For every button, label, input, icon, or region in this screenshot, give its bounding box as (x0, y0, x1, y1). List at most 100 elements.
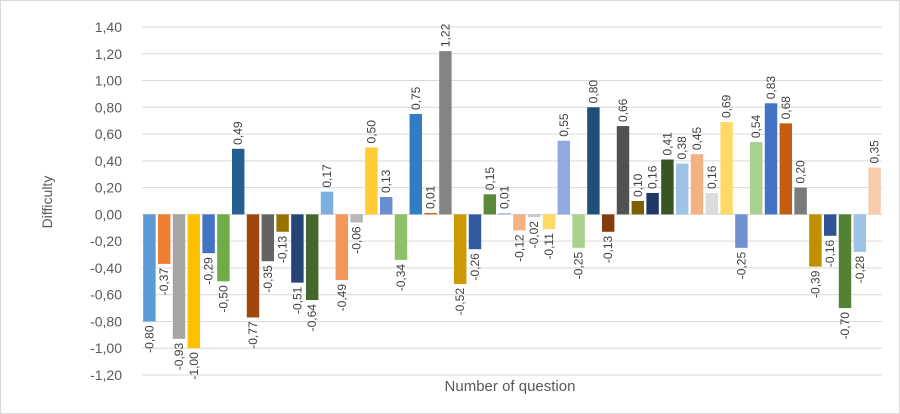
bar (809, 214, 822, 267)
data-label: 0,10 (631, 173, 645, 197)
data-label: -1,00 (187, 352, 201, 380)
bar (261, 214, 275, 262)
data-label: -0,80 (142, 325, 156, 353)
data-label: 0,16 (705, 165, 719, 189)
data-label: 0,66 (616, 98, 630, 122)
data-label: 0,68 (779, 96, 793, 120)
data-label: -0,39 (808, 270, 822, 298)
bar (705, 192, 719, 215)
y-tick-label: -0,40 (90, 260, 122, 276)
bar (231, 148, 245, 215)
y-tick-label: -0,80 (90, 313, 122, 329)
bar (217, 214, 230, 282)
bar (335, 214, 349, 280)
bar (587, 107, 600, 215)
bar (187, 214, 201, 349)
bar (409, 114, 423, 215)
bar (853, 214, 867, 252)
data-label: -0,49 (335, 284, 349, 312)
bar (720, 122, 733, 215)
data-label: 0,83 (764, 76, 778, 100)
data-label: 0,41 (660, 132, 674, 156)
data-label: 0,01 (424, 185, 438, 209)
bar (542, 214, 556, 230)
y-tick-label: 0,20 (95, 180, 122, 196)
data-label: -0,50 (216, 285, 230, 313)
bar (143, 214, 156, 322)
data-label: -0,13 (276, 235, 290, 263)
bar (394, 214, 408, 260)
data-label: 0,54 (749, 114, 763, 138)
data-label: 0,16 (646, 165, 660, 189)
y-tick-label: 1,40 (95, 19, 122, 35)
y-tick-label: 0,00 (95, 206, 122, 222)
bar (572, 214, 585, 248)
bar (661, 159, 674, 215)
data-label: -0,25 (734, 252, 748, 280)
y-tick-label: 1,00 (95, 73, 122, 89)
bar (439, 51, 452, 215)
bar (735, 214, 748, 248)
data-label: -0,16 (823, 239, 837, 267)
data-label: 0,38 (675, 136, 689, 160)
data-label: 0,15 (483, 167, 497, 191)
data-label: -0,26 (468, 253, 482, 281)
bar (172, 214, 186, 339)
data-label: -0,77 (246, 321, 260, 349)
bar (276, 214, 289, 232)
data-label: 0,50 (364, 120, 378, 144)
data-label: -0,35 (261, 265, 275, 293)
bar (646, 192, 659, 215)
y-tick-label: -0,20 (90, 233, 122, 249)
data-label: 0,75 (409, 86, 423, 110)
bar (690, 154, 704, 215)
bar (453, 214, 467, 284)
bar (157, 214, 171, 264)
y-tick-label: 0,60 (95, 126, 122, 142)
bar (513, 214, 526, 231)
y-tick-label: 1,20 (95, 46, 122, 62)
data-label: -0,29 (202, 257, 216, 285)
data-label: 0,45 (690, 126, 704, 150)
data-label: 1,22 (438, 23, 452, 47)
data-label: -0,13 (601, 235, 615, 263)
bar (675, 163, 689, 215)
bar (350, 214, 363, 223)
bar (616, 126, 630, 215)
data-label: -0,64 (305, 304, 319, 332)
data-label: -0,51 (290, 286, 304, 314)
bar (527, 214, 541, 218)
bar (838, 214, 852, 309)
data-label: -0,34 (394, 264, 408, 292)
y-tick-label: -1,00 (90, 340, 122, 356)
bar (291, 214, 304, 283)
data-label: 0,69 (720, 94, 734, 118)
data-label: -0,12 (512, 234, 526, 262)
bar (601, 214, 615, 232)
x-axis-label: Number of question (445, 378, 576, 395)
data-label: -0,11 (542, 233, 556, 260)
bar (498, 213, 511, 215)
bar (305, 214, 319, 301)
data-label: -0,06 (350, 226, 364, 254)
data-label: 0,01 (498, 185, 512, 209)
bar (794, 187, 807, 215)
data-label: 0,20 (794, 160, 808, 184)
bar (202, 214, 215, 254)
bar (764, 103, 778, 215)
data-label: -0,70 (838, 312, 852, 340)
y-axis-label: Difficulty (39, 176, 55, 229)
bar (749, 142, 763, 215)
data-label: -0,02 (527, 221, 541, 249)
data-label: -0,28 (853, 256, 867, 284)
bar (468, 214, 482, 250)
bar (365, 147, 378, 215)
y-tick-label: 0,40 (95, 153, 122, 169)
bar (246, 214, 260, 318)
bar (631, 201, 645, 215)
data-label: -0,37 (157, 268, 171, 296)
data-label: 0,80 (586, 80, 600, 104)
bar (823, 214, 837, 236)
bar (320, 191, 334, 215)
